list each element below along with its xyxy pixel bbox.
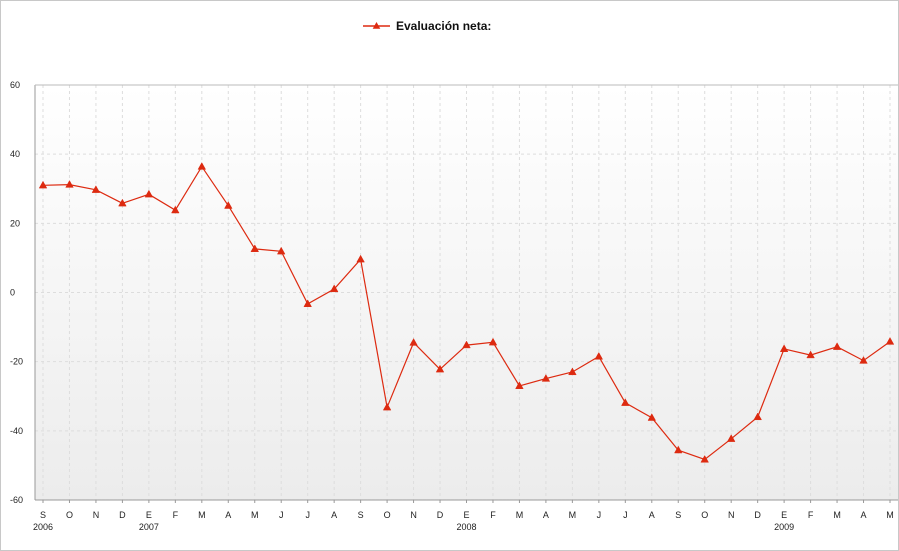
x-tick-label: M <box>516 510 524 520</box>
data-point-marker[interactable] <box>144 189 154 198</box>
x-tick-label: O <box>384 510 391 520</box>
data-point-marker[interactable] <box>621 398 630 406</box>
data-point-marker[interactable] <box>197 162 207 170</box>
series-evaluacion-neta <box>38 162 895 463</box>
data-point-marker[interactable] <box>329 284 339 293</box>
plot-area <box>35 85 898 500</box>
x-tick-label: A <box>225 510 231 520</box>
y-tick-label: 60 <box>10 80 20 90</box>
x-tick-label: E <box>463 510 469 520</box>
x-year-label: 2007 <box>139 522 159 532</box>
x-tick-label: N <box>728 510 735 520</box>
data-point-marker[interactable] <box>726 434 736 442</box>
x-tick-label: J <box>597 510 602 520</box>
data-point-marker[interactable] <box>779 344 789 352</box>
x-tick-label: F <box>808 510 814 520</box>
x-tick-label: M <box>251 510 259 520</box>
data-point-marker[interactable] <box>488 337 498 346</box>
x-tick-label: M <box>569 510 577 520</box>
x-tick-label: M <box>833 510 841 520</box>
data-point-marker[interactable] <box>568 367 577 376</box>
x-axis-year-labels: 2006 2007 2008 2009 <box>33 522 794 532</box>
x-tick-label: D <box>119 510 126 520</box>
data-point-marker[interactable] <box>753 412 762 421</box>
x-tick-label: A <box>649 510 655 520</box>
data-point-marker[interactable] <box>91 185 101 193</box>
y-tick-label: 20 <box>10 218 20 228</box>
x-year-label: 2008 <box>456 522 476 532</box>
data-point-marker[interactable] <box>515 381 524 389</box>
y-tick-label: -60 <box>10 495 23 505</box>
x-tick-label: D <box>754 510 761 520</box>
x-tick-label: M <box>886 510 894 520</box>
data-point-marker[interactable] <box>38 180 48 189</box>
data-point-marker[interactable] <box>65 180 74 188</box>
chart-legend: Evaluación neta: <box>363 19 491 33</box>
data-point-marker[interactable] <box>435 364 445 373</box>
x-tick-label: A <box>331 510 337 520</box>
x-tick-label: F <box>173 510 179 520</box>
x-tick-label: O <box>701 510 708 520</box>
x-tick-label: N <box>93 510 100 520</box>
data-point-marker[interactable] <box>647 413 657 421</box>
x-year-label: 2009 <box>774 522 794 532</box>
data-point-marker[interactable] <box>303 299 312 307</box>
x-year-label: 2006 <box>33 522 53 532</box>
x-tick-label: J <box>279 510 284 520</box>
data-point-marker[interactable] <box>171 205 180 214</box>
data-point-marker[interactable] <box>250 244 260 252</box>
data-point-marker[interactable] <box>276 246 286 255</box>
y-tick-label: -20 <box>10 357 23 367</box>
data-point-marker[interactable] <box>541 374 551 382</box>
x-tick-label: E <box>146 510 152 520</box>
data-point-marker[interactable] <box>832 342 842 350</box>
data-point-marker[interactable] <box>462 340 471 349</box>
y-tick-label: -40 <box>10 426 23 436</box>
x-tick-label: E <box>781 510 787 520</box>
legend-label: Evaluación neta: <box>396 19 491 33</box>
data-point-marker[interactable] <box>409 338 418 346</box>
data-point-marker[interactable] <box>356 254 365 263</box>
data-point-marker[interactable] <box>885 337 895 345</box>
x-tick-label: A <box>861 510 867 520</box>
x-tick-label: N <box>410 510 417 520</box>
data-point-marker[interactable] <box>118 198 127 207</box>
x-tick-label: D <box>437 510 444 520</box>
data-point-marker[interactable] <box>594 351 604 360</box>
legend-triangle-marker <box>372 22 381 29</box>
x-tick-label: J <box>623 510 628 520</box>
x-tick-label: S <box>40 510 46 520</box>
y-tick-label: 40 <box>10 149 20 159</box>
x-tick-label: F <box>490 510 496 520</box>
x-tick-label: S <box>675 510 681 520</box>
data-point-marker[interactable] <box>674 445 683 454</box>
data-point-marker[interactable] <box>700 454 709 463</box>
x-tick-label: A <box>543 510 549 520</box>
x-tick-label: J <box>305 510 310 520</box>
y-axis-tick-labels: 60 40 20 0 -20 -40 -60 <box>10 80 23 505</box>
x-tick-label: S <box>358 510 364 520</box>
data-point-marker[interactable] <box>382 402 392 411</box>
x-tick-label: O <box>66 510 73 520</box>
data-point-marker[interactable] <box>806 350 815 359</box>
y-tick-label: 0 <box>10 288 15 298</box>
x-tick-label: M <box>198 510 206 520</box>
data-point-marker[interactable] <box>859 356 868 364</box>
data-point-marker[interactable] <box>224 201 233 209</box>
